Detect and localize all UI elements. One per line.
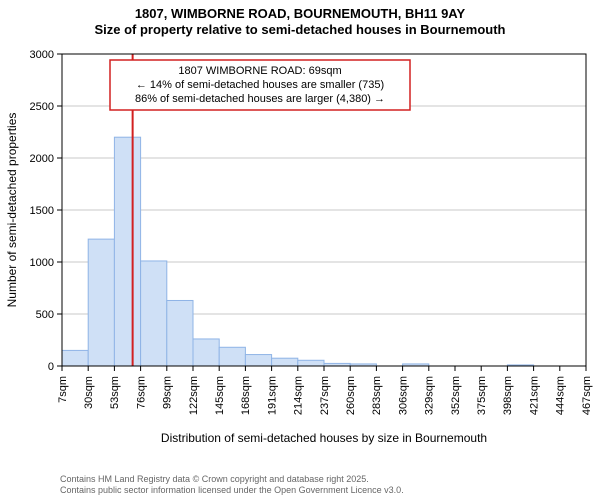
svg-text:260sqm: 260sqm: [345, 376, 357, 415]
footer-line1: Contains HM Land Registry data © Crown c…: [60, 474, 404, 485]
svg-text:99sqm: 99sqm: [162, 376, 174, 409]
svg-text:306sqm: 306sqm: [397, 376, 409, 415]
svg-text:145sqm: 145sqm: [214, 376, 226, 415]
page-root: 1807, WIMBORNE ROAD, BOURNEMOUTH, BH11 9…: [0, 0, 600, 500]
histogram-bar: [141, 261, 167, 366]
svg-text:2000: 2000: [30, 153, 54, 165]
svg-text:421sqm: 421sqm: [528, 376, 540, 415]
svg-text:329sqm: 329sqm: [424, 376, 436, 415]
svg-text:352sqm: 352sqm: [450, 376, 462, 415]
svg-text:375sqm: 375sqm: [476, 376, 488, 415]
y-axis-label: Number of semi-detached properties: [5, 113, 19, 308]
title-line1: 1807, WIMBORNE ROAD, BOURNEMOUTH, BH11 9…: [0, 6, 600, 22]
annotation-line: 86% of semi-detached houses are larger (…: [135, 93, 385, 105]
svg-text:467sqm: 467sqm: [581, 376, 593, 415]
svg-text:1000: 1000: [30, 257, 54, 269]
svg-text:168sqm: 168sqm: [240, 376, 252, 415]
svg-text:237sqm: 237sqm: [319, 376, 331, 415]
svg-text:3000: 3000: [30, 49, 54, 61]
svg-text:214sqm: 214sqm: [293, 376, 305, 415]
svg-text:1500: 1500: [30, 205, 54, 217]
svg-text:0: 0: [48, 361, 54, 373]
svg-text:7sqm: 7sqm: [57, 376, 69, 403]
histogram-bar: [245, 355, 271, 366]
histogram-bar: [88, 239, 114, 366]
svg-text:191sqm: 191sqm: [266, 376, 278, 415]
footer-line2: Contains public sector information licen…: [60, 485, 404, 496]
x-axis-label: Distribution of semi-detached houses by …: [161, 431, 487, 445]
svg-text:30sqm: 30sqm: [83, 376, 95, 409]
histogram-bar: [219, 347, 245, 366]
svg-text:53sqm: 53sqm: [109, 376, 121, 409]
histogram-chart: 0 500 1000 1500 2000 2500 3000 7sqm 30sqm 53sqm 76…: [0, 46, 600, 456]
chart-svg: 0 500 1000 1500 2000 2500 3000 7sqm 30sqm 53sqm 76…: [0, 46, 600, 456]
title-block: 1807, WIMBORNE ROAD, BOURNEMOUTH, BH11 9…: [0, 0, 600, 39]
svg-text:500: 500: [36, 309, 54, 321]
histogram-bar: [272, 358, 298, 366]
svg-text:76sqm: 76sqm: [135, 376, 147, 409]
histogram-bar: [298, 360, 324, 366]
footer-attribution: Contains HM Land Registry data © Crown c…: [60, 474, 404, 496]
histogram-bar: [114, 137, 140, 366]
histogram-bar: [193, 339, 219, 366]
svg-text:283sqm: 283sqm: [371, 376, 383, 415]
svg-text:2500: 2500: [30, 101, 54, 113]
histogram-bar: [62, 350, 88, 366]
histogram-bar: [167, 300, 193, 366]
annotation-line: 1807 WIMBORNE ROAD: 69sqm: [178, 65, 341, 77]
title-line2: Size of property relative to semi-detach…: [0, 22, 600, 38]
svg-text:122sqm: 122sqm: [188, 376, 200, 415]
svg-text:398sqm: 398sqm: [502, 376, 514, 415]
annotation-line: ← 14% of semi-detached houses are smalle…: [136, 79, 384, 91]
svg-text:444sqm: 444sqm: [555, 376, 567, 415]
